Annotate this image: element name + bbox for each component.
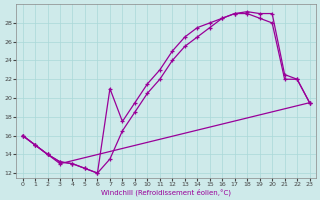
X-axis label: Windchill (Refroidissement éolien,°C): Windchill (Refroidissement éolien,°C) bbox=[101, 188, 231, 196]
